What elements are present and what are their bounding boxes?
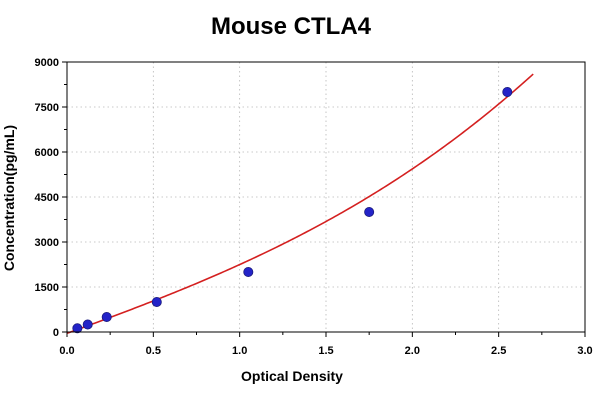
data-point <box>151 296 162 307</box>
y-tick-label: 9000 <box>35 57 59 69</box>
data-point <box>72 323 83 334</box>
x-tick-label: 1.0 <box>232 345 247 357</box>
x-tick-label: 2.5 <box>491 345 506 357</box>
x-tick-label: 2.0 <box>405 345 420 357</box>
data-point <box>243 266 254 277</box>
y-tick-labels: 0 1500 3000 4500 6000 7500 9000 <box>35 57 59 339</box>
x-axis-label: Optical Density <box>241 368 343 384</box>
fit-curve-layer <box>66 73 534 335</box>
y-tick-label: 4500 <box>35 192 59 204</box>
x-tick-label: 0.0 <box>59 345 74 357</box>
data-point <box>101 311 112 322</box>
x-tick-label: 0.5 <box>146 345 161 357</box>
x-tick-labels: 0.0 0.5 1.0 1.5 2.0 2.5 3.0 <box>59 345 592 357</box>
fit-curve <box>66 73 534 335</box>
data-point <box>364 206 375 217</box>
data-point <box>502 87 513 98</box>
data-point <box>82 319 93 330</box>
data-points <box>72 87 513 334</box>
y-tick-label: 6000 <box>35 147 59 159</box>
x-tick-label: 3.0 <box>577 345 592 357</box>
chart-title: Mouse CTLA4 <box>211 13 372 40</box>
y-axis-label: Concentration(pg/mL) <box>1 125 17 271</box>
y-tick-label: 1500 <box>35 282 59 294</box>
y-tick-label: 0 <box>53 327 59 339</box>
axis-ticks <box>62 61 586 337</box>
y-tick-label: 7500 <box>35 102 59 114</box>
grid <box>67 62 585 332</box>
x-tick-label: 1.5 <box>318 345 333 357</box>
y-tick-label: 3000 <box>35 237 59 249</box>
